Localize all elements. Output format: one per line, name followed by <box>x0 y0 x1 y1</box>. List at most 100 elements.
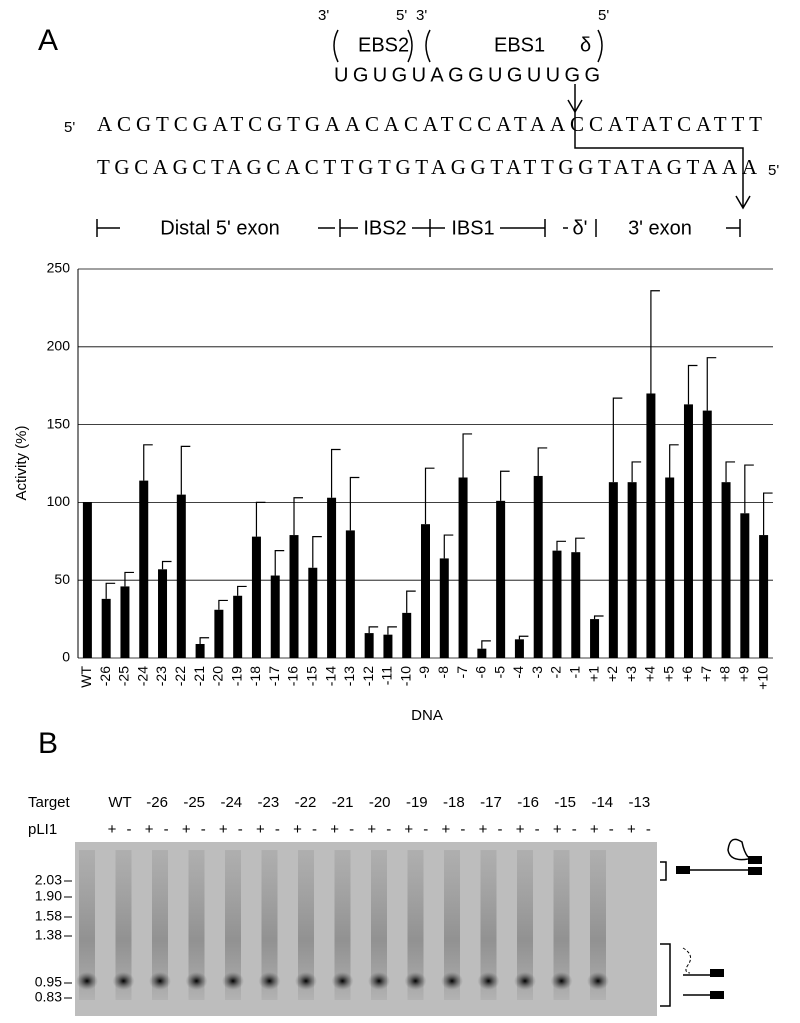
gel-smear <box>115 850 132 1000</box>
bar <box>214 609 224 658</box>
lane-label: -23 <box>258 794 280 811</box>
gel-smear <box>261 850 278 1000</box>
error-bar <box>763 492 773 536</box>
plasmid-sign: - <box>127 821 132 838</box>
gel-bracket <box>660 861 671 1007</box>
bar <box>608 482 618 658</box>
gel-band <box>258 972 281 990</box>
x-tick-label: -4 <box>510 666 526 679</box>
y-tick-label: 200 <box>47 338 71 354</box>
y-tick-label: 0 <box>62 649 70 665</box>
x-tick-label: -18 <box>247 666 263 686</box>
region-ruler <box>96 219 741 237</box>
plasmid-sign: + <box>330 821 339 838</box>
gel-smear <box>298 850 314 1000</box>
plasmid-label: pLI1 <box>28 821 57 838</box>
error-bar <box>387 626 397 635</box>
gel-band <box>222 972 244 990</box>
gel-band <box>112 972 135 990</box>
plasmid-sign: + <box>108 821 117 838</box>
error-bar <box>669 444 679 478</box>
x-tick-label: +8 <box>717 666 733 682</box>
error-bar <box>706 357 717 411</box>
error-bar <box>443 534 454 559</box>
bar <box>590 619 600 658</box>
lane-label: -18 <box>443 794 465 811</box>
target-label: Target <box>28 794 71 811</box>
plasmid-sign: + <box>590 821 599 838</box>
lane-label: -24 <box>220 794 242 811</box>
prime-label: 5' <box>598 7 609 24</box>
panel-label: A <box>38 24 58 57</box>
bar <box>364 633 374 658</box>
ebs-rna: UGUGUAGGUGUUGG <box>334 64 600 86</box>
bar <box>402 612 412 658</box>
bar <box>552 550 562 658</box>
plasmid-sign: - <box>572 821 577 838</box>
x-tick-label: -24 <box>134 666 150 686</box>
x-tick-label: +4 <box>642 666 658 682</box>
ebs1-label: EBS1 <box>494 34 545 56</box>
error-bar <box>631 461 642 483</box>
x-tick-label: +10 <box>754 666 770 690</box>
bar <box>327 497 337 658</box>
size-marker: 1.38 <box>35 927 62 943</box>
plasmid-sign: + <box>219 821 228 838</box>
bar <box>289 535 299 658</box>
size-marker: 1.90 <box>35 888 62 904</box>
error-bar <box>349 476 360 531</box>
bar <box>477 648 487 658</box>
gel-smear <box>480 850 497 1000</box>
error-bar <box>687 364 698 405</box>
error-bar <box>575 537 585 553</box>
error-bar <box>105 582 116 599</box>
bar <box>308 567 318 658</box>
lane-label: -16 <box>517 794 539 811</box>
y-axis-title: Activity (%) <box>13 425 30 500</box>
gel-band <box>185 972 208 990</box>
plasmid-sign: - <box>423 821 428 838</box>
x-tick-label: +2 <box>604 666 620 682</box>
x-tick-label: +1 <box>585 666 601 682</box>
bar <box>458 477 468 658</box>
error-bar <box>218 599 228 610</box>
error-bar <box>500 470 510 501</box>
plasmid-sign: + <box>627 821 636 838</box>
x-tick-label: +5 <box>660 666 676 682</box>
bar <box>139 480 149 658</box>
gel-smear <box>517 850 533 1000</box>
bar <box>233 595 243 658</box>
error-bar <box>124 571 134 587</box>
gel-smear <box>188 850 205 1000</box>
y-tick-label: 50 <box>54 571 70 587</box>
x-tick-label: -3 <box>529 666 545 679</box>
error-bar <box>274 550 285 576</box>
bar <box>195 643 205 658</box>
plasmid-sign: - <box>386 821 391 838</box>
cleavage-line <box>574 112 751 210</box>
bar <box>721 482 731 658</box>
x-tick-label: +7 <box>698 666 714 682</box>
plasmid-sign: + <box>293 821 302 838</box>
size-marker: 0.83 <box>35 989 62 1005</box>
bar <box>270 575 280 658</box>
x-tick-label: +6 <box>679 666 695 682</box>
plasmid-sign: - <box>201 821 206 838</box>
bar <box>251 536 261 658</box>
error-bar <box>293 497 304 536</box>
bar <box>421 524 430 658</box>
lane-label: WT <box>108 794 131 811</box>
error-bar <box>199 637 210 644</box>
error-bar <box>537 447 548 476</box>
bar <box>683 404 693 658</box>
gel-smear <box>553 850 570 1000</box>
gel-smear <box>444 850 460 1000</box>
gel-band <box>149 972 171 990</box>
x-tick-label: -5 <box>491 666 507 679</box>
bar <box>665 477 675 658</box>
plasmid-sign: + <box>442 821 451 838</box>
plasmid-sign: - <box>460 821 465 838</box>
lane-label: -22 <box>295 794 317 811</box>
y-tick-label: 150 <box>47 415 71 431</box>
bar <box>101 598 111 658</box>
